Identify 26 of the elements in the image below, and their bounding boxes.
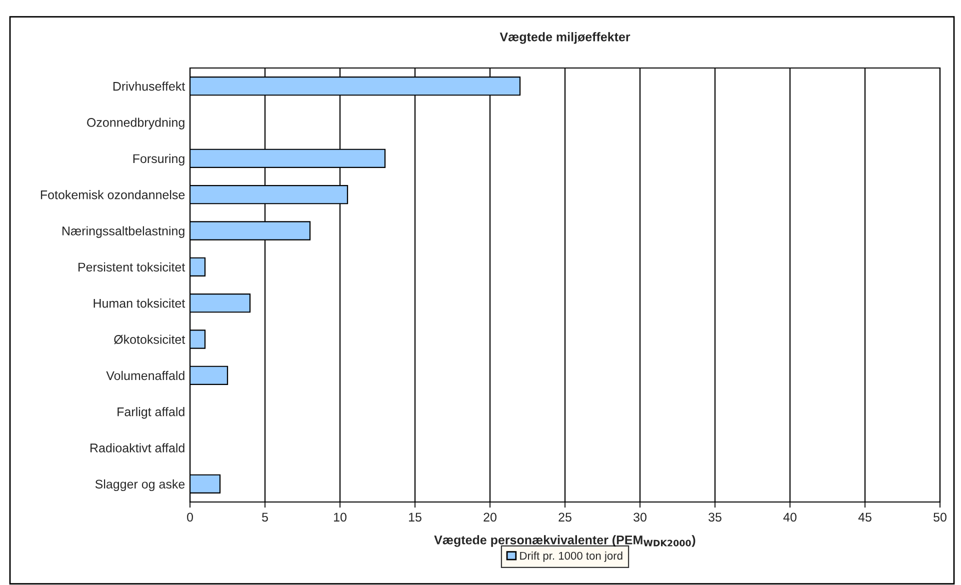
x-tick-label: 45 <box>858 512 872 522</box>
x-tick-label: 50 <box>934 512 946 522</box>
x-tick-label: 30 <box>634 512 646 522</box>
x-tick-label: 0 <box>187 512 193 522</box>
x-tick-label: 10 <box>334 512 346 522</box>
y-tick-label: Fotokemisk ozondannelse <box>40 190 185 200</box>
y-tick-label: Næringssaltbelastning <box>62 226 184 238</box>
y-tick-label: Slagger og aske <box>95 479 185 492</box>
y-tick-label: Radioaktivt affald <box>90 443 184 452</box>
y-tick-label: Drivhuseffekt <box>113 82 186 91</box>
x-tick-label: 20 <box>484 512 496 522</box>
y-tick-label: Ozonnedbrydning <box>87 118 184 130</box>
chart-title: Vægtede miljøeffekter <box>500 32 630 44</box>
y-tick-label: Økotoksicitet <box>114 334 186 344</box>
y-tick-label: Persistent toksicitet <box>78 262 186 272</box>
x-tick-label: 5 <box>262 512 268 522</box>
x-tick-label: 40 <box>783 512 796 522</box>
y-tick-label: Forsuring <box>133 154 184 166</box>
x-tick-label: 35 <box>708 512 722 522</box>
legend-label: Drift pr. 1000 ton jord <box>520 552 622 562</box>
y-tick-label: Farligt affald <box>118 407 184 419</box>
y-tick-label: Human toksicitet <box>94 298 186 308</box>
x-tick-label: 15 <box>409 512 422 522</box>
y-tick-label: Volumenaffald <box>106 370 184 380</box>
x-axis-title: Vægtede personækvivalenter (PEM$_{WDK2000}$) <box>434 535 696 547</box>
x-tick-label: 25 <box>558 512 572 522</box>
